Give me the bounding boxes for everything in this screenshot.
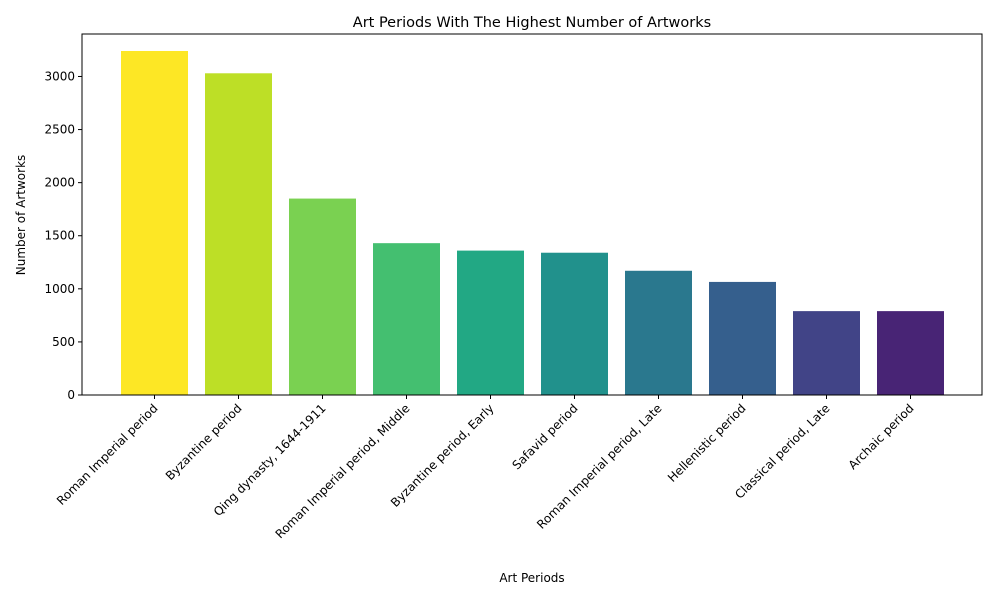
bar <box>625 270 692 395</box>
bars-group <box>121 50 944 396</box>
y-tick-label: 2000 <box>44 176 75 190</box>
x-axis-label: Art Periods <box>499 571 564 585</box>
bar <box>373 243 440 395</box>
y-tick-label: 1000 <box>44 282 75 296</box>
bar <box>289 198 356 395</box>
y-tick-label: 3000 <box>44 69 75 83</box>
x-axis: Roman Imperial period Byzantine periodQin… <box>54 395 917 541</box>
y-axis: 0 500 1000 1500 2000 2500 3000 <box>44 69 82 402</box>
chart-title: Art Periods With The Highest Number of A… <box>353 15 711 31</box>
x-tick-label: Classical period, Late <box>732 401 832 501</box>
y-tick-label: 2500 <box>44 123 75 137</box>
x-tick-label: Roman Imperial period <box>54 401 161 508</box>
bar <box>709 281 776 395</box>
bar <box>205 73 272 396</box>
x-tick-label: Archaic period <box>846 401 917 472</box>
y-axis-label: Number of Artworks <box>14 155 28 276</box>
x-tick-label: Safavid period <box>509 401 580 472</box>
x-tick-label: Byzantine period <box>163 401 245 483</box>
y-tick-label: 500 <box>52 335 75 349</box>
bar <box>457 250 524 395</box>
bar <box>121 50 188 396</box>
y-tick-label: 0 <box>67 388 75 402</box>
bar <box>877 311 944 395</box>
bar <box>541 252 608 395</box>
bar <box>793 311 860 395</box>
x-tick-label: Roman Imperial period, Middle <box>273 401 413 541</box>
plot-frame <box>81 33 983 396</box>
y-tick-label: 1500 <box>44 229 75 243</box>
x-tick-label: Hellenistic period <box>665 401 749 485</box>
